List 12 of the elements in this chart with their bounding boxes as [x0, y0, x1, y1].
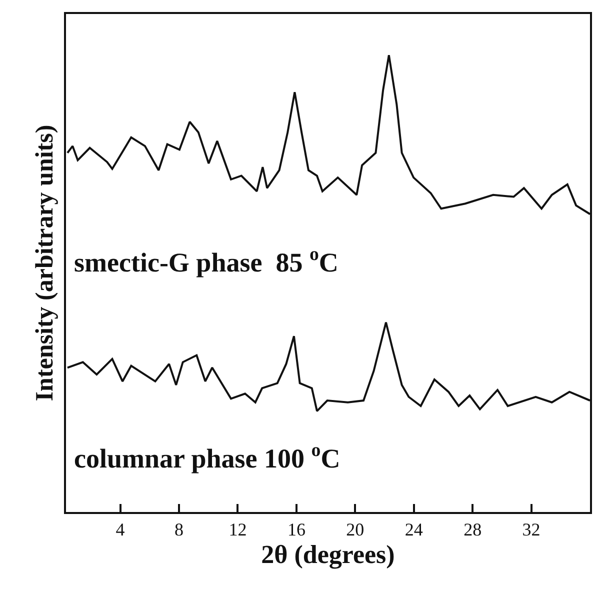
x-tick-label: 32 [522, 520, 540, 540]
y-axis-title: Intensity (arbitrary units) [31, 124, 58, 402]
x-tick-label: 12 [228, 520, 247, 540]
x-tick-label: 28 [464, 520, 482, 540]
x-tick-label: 20 [346, 520, 364, 540]
x-axis-title: 2θ (degrees) [261, 540, 395, 569]
x-tick-label: 4 [116, 520, 125, 540]
x-tick-label: 16 [287, 520, 306, 540]
x-tick-label: 8 [174, 520, 184, 540]
series-label: smectic-G phase 85 $^{o}$C [74, 244, 338, 278]
series-label: columnar phase 100 $^{o}$C [74, 440, 340, 474]
x-tick-label: 24 [404, 520, 423, 540]
